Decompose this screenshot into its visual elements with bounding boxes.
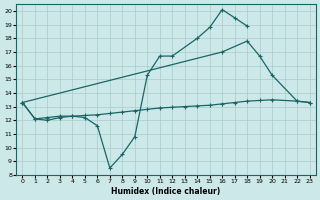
X-axis label: Humidex (Indice chaleur): Humidex (Indice chaleur) xyxy=(111,187,221,196)
